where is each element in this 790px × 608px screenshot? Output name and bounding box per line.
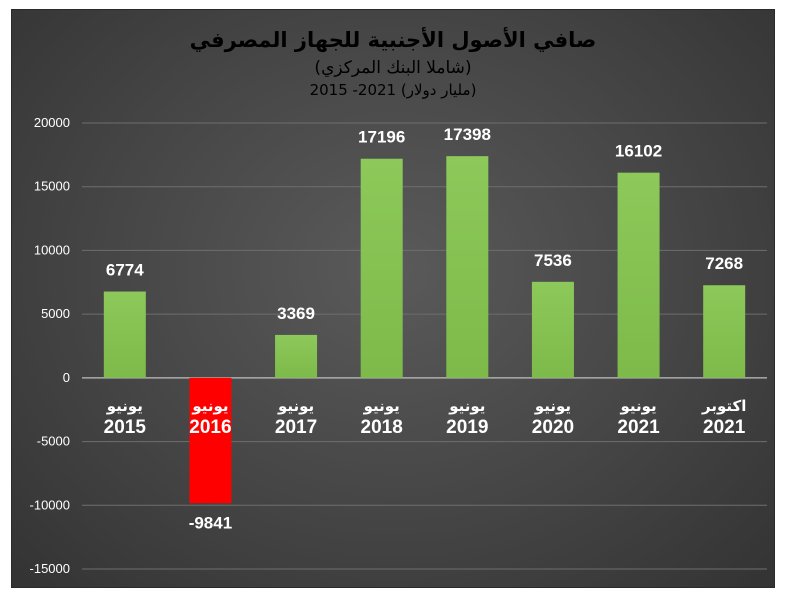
y-tick-label: -10000 [30, 497, 70, 512]
bar-2 [275, 334, 318, 378]
bar-1 [189, 377, 232, 504]
bar-5 [531, 281, 574, 378]
y-tick-label: 5000 [41, 306, 70, 321]
category-label-year: 2018 [361, 417, 403, 438]
bar-chart: 20000 15000 10000 5000 0 -5000 -10000 -15000 677… [30, 115, 767, 576]
data-label: 6774 [106, 261, 144, 280]
chart-frame: صافي الأصول الأجنبية للجهاز المصرفي (شام… [11, 9, 775, 588]
category-label-month: يونيو [277, 397, 314, 415]
category-label-month: يونيو [619, 397, 656, 415]
bar-7 [703, 285, 746, 378]
chart-title: صافي الأصول الأجنبية للجهاز المصرفي [189, 28, 597, 52]
y-tick-label: 15000 [34, 179, 70, 194]
data-label: 16102 [615, 142, 662, 161]
bar-3 [360, 158, 403, 378]
category-label-year: 2015 [104, 417, 147, 438]
data-label: 17398 [444, 125, 491, 144]
chart-subtitle: (شاملا البنك المركزي) [314, 58, 472, 78]
y-tick-label: 0 [63, 370, 70, 385]
data-label: 7268 [705, 254, 743, 273]
category-label-month: يونيو [363, 397, 400, 415]
category-label-year: 2021 [703, 417, 746, 438]
data-label: -9841 [189, 513, 232, 532]
data-label: 3369 [277, 304, 315, 323]
bar-0 [103, 291, 146, 378]
bar-6 [617, 172, 660, 378]
y-tick-label: 10000 [34, 242, 70, 257]
y-tick-label: 20000 [34, 115, 70, 130]
category-label-month: اكتوبر [701, 397, 746, 415]
category-label-year: 2021 [617, 417, 660, 438]
category-label-year: 2016 [189, 417, 231, 438]
y-tick-label: -15000 [30, 561, 70, 576]
category-label-year: 2020 [532, 417, 574, 438]
category-label-year: 2017 [275, 417, 317, 438]
category-label-month: يونيو [448, 397, 485, 415]
category-label-year: 2019 [446, 417, 488, 438]
category-label-month: يونيو [534, 397, 571, 415]
bar-4 [446, 156, 489, 378]
data-label: 7536 [534, 251, 572, 270]
category-label-month: يونيو [106, 397, 143, 415]
data-label: 17196 [358, 128, 405, 147]
category-label-month: يونيو [191, 397, 228, 415]
chart-subtitle-units: 2015 -2021 (مليار دولار) [309, 81, 477, 99]
y-tick-label: -5000 [37, 434, 70, 449]
